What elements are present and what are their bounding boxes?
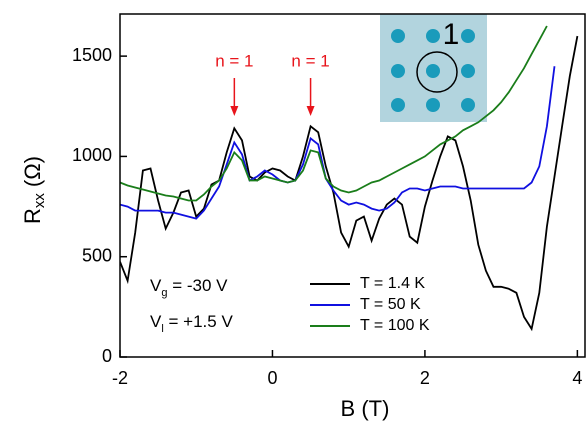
x-tick-label: 0 xyxy=(267,368,277,388)
annotation-text: n = 1 xyxy=(215,51,253,70)
x-tick-label: 2 xyxy=(420,368,430,388)
y-axis-subscript: xx xyxy=(31,193,48,209)
y-tick-label: 0 xyxy=(102,346,112,366)
series-line xyxy=(120,35,579,332)
condition-value: = +1.5 V xyxy=(164,312,234,331)
legend-label: T = 1.4 K xyxy=(360,275,425,292)
x-axis-title: B (T) xyxy=(341,396,390,421)
legend-label: T = 50 K xyxy=(360,296,421,313)
condition-text: Vg = -30 V xyxy=(150,276,228,298)
condition-text: Vl = +1.5 V xyxy=(150,312,233,334)
series-line xyxy=(120,66,556,220)
plot-lines xyxy=(120,25,579,332)
y-axis-title: Rxx (Ω) xyxy=(20,156,48,224)
y-tick-label: 1500 xyxy=(72,45,112,65)
x-tick-label: -2 xyxy=(112,368,128,388)
y-axis-unit: (Ω) xyxy=(20,156,45,187)
inset-orbit xyxy=(416,51,458,93)
condition-subscript: g xyxy=(161,287,167,299)
legend-label: T = 100 K xyxy=(360,317,430,334)
inset-label: 1 xyxy=(443,18,460,51)
annotation-text: n = 1 xyxy=(291,51,329,70)
lattice-dots xyxy=(391,29,475,112)
condition-symbol: V xyxy=(150,312,162,331)
condition-subscript: l xyxy=(161,323,163,335)
condition-value: = -30 V xyxy=(167,276,228,295)
y-axis-symbol: R xyxy=(20,208,45,224)
annotation-arrowhead xyxy=(306,106,315,116)
condition-symbol: V xyxy=(150,276,162,295)
x-tick-label: 4 xyxy=(572,368,582,388)
y-tick-label: 1000 xyxy=(72,145,112,165)
y-tick-label: 500 xyxy=(82,245,112,265)
series-line xyxy=(120,25,548,202)
inset-diagram: 1 xyxy=(380,14,487,122)
plot-frame xyxy=(119,13,586,358)
annotation-arrowhead xyxy=(230,106,239,116)
